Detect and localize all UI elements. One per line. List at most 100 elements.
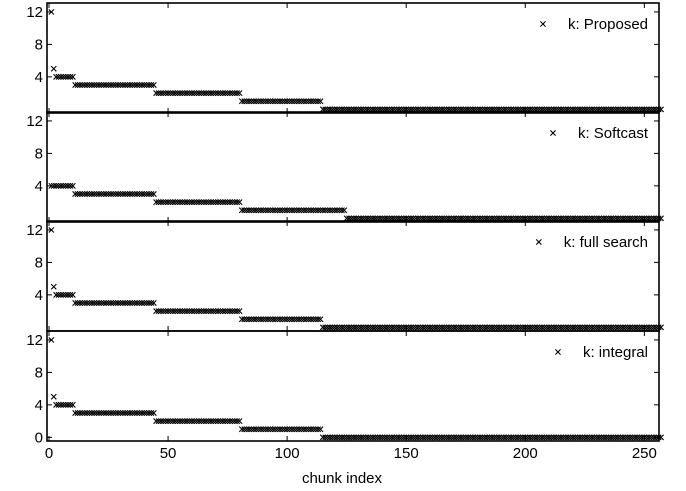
data-point: [93, 191, 100, 197]
data-point: [388, 215, 395, 222]
data-point: [100, 300, 107, 306]
data-point: [615, 434, 622, 441]
data-point: [503, 324, 510, 331]
data-point: [262, 207, 269, 214]
data-point: [658, 106, 664, 113]
data-point: [441, 434, 448, 441]
data-point: [272, 426, 279, 433]
data-point: [507, 324, 514, 331]
data-point: [386, 215, 393, 222]
data-point: [369, 434, 376, 441]
data-point: [527, 434, 534, 441]
data-point: [622, 106, 629, 113]
data-point: [584, 434, 591, 441]
data-point: [565, 215, 572, 222]
data-point: [86, 300, 93, 306]
data-point: [334, 434, 341, 441]
data-point: [610, 434, 617, 441]
data-point: [467, 324, 474, 331]
data-point: [88, 300, 95, 306]
data-point: [312, 316, 319, 323]
data-point: [486, 324, 493, 331]
data-point: [381, 106, 388, 113]
data-point: [284, 207, 291, 214]
data-point: [169, 308, 176, 315]
data-point: [448, 434, 455, 441]
data-point: [198, 418, 205, 425]
data-point: [157, 90, 164, 97]
data-point: [236, 199, 243, 206]
data-point: [379, 434, 386, 441]
data-point: [303, 316, 310, 323]
data-point: [396, 106, 403, 113]
data-point: [636, 434, 643, 441]
data-point: [503, 434, 510, 441]
data-point: [622, 324, 629, 331]
data-point: [369, 106, 376, 113]
data-point: [465, 106, 472, 113]
data-point: [53, 73, 60, 80]
data-point: [157, 418, 164, 425]
data-point: [581, 324, 588, 331]
data-point: [174, 199, 181, 206]
data-point: [310, 207, 317, 214]
data-point: [624, 106, 631, 113]
data-point: [543, 215, 550, 222]
data-point: [105, 410, 112, 416]
data-point: [512, 324, 519, 331]
data-point: [153, 199, 160, 206]
data-point: [48, 226, 55, 233]
data-point: [484, 324, 491, 331]
y-tick-label: 12: [26, 4, 43, 21]
data-point: [427, 324, 434, 331]
legend-label: k: integral: [583, 344, 648, 361]
data-point: [393, 215, 400, 222]
data-point: [69, 401, 76, 408]
data-point: [217, 90, 224, 97]
data-point: [384, 215, 391, 222]
data-point: [72, 82, 79, 88]
data-point: [336, 434, 343, 441]
data-point: [327, 434, 333, 441]
data-point: [469, 324, 476, 331]
data-point: [72, 410, 79, 416]
data-point: [553, 434, 560, 441]
data-point: [636, 106, 643, 113]
data-point: [62, 401, 69, 408]
data-point: [543, 106, 550, 113]
data-point: [374, 324, 381, 331]
data-point: [286, 98, 293, 105]
data-point: [93, 82, 100, 88]
data-point: [310, 426, 317, 433]
data-point: [246, 426, 253, 433]
data-point: [605, 215, 612, 222]
data-point: [584, 215, 591, 222]
data-point: [472, 106, 479, 113]
data-point: [67, 401, 74, 408]
data-point: [519, 324, 526, 331]
data-point: [255, 207, 262, 214]
data-point: [246, 316, 253, 323]
data-point: [134, 191, 141, 197]
data-point: [246, 98, 253, 105]
data-point: [510, 215, 517, 222]
data-point: [224, 308, 231, 315]
data-point: [150, 191, 157, 197]
data-point: [319, 434, 326, 441]
data-point: [165, 199, 172, 206]
data-point: [272, 207, 279, 214]
data-point: [586, 215, 593, 222]
data-point: [98, 300, 105, 306]
data-point: [262, 316, 269, 323]
data-point: [377, 324, 383, 331]
data-point: [146, 191, 153, 197]
data-point: [474, 215, 481, 222]
data-point: [317, 316, 324, 323]
data-point: [76, 410, 83, 416]
data-point: [400, 215, 407, 222]
data-point: [96, 410, 102, 416]
data-point: [215, 418, 222, 425]
data-point: [300, 426, 307, 433]
data-point: [338, 106, 345, 113]
data-point: [162, 308, 169, 315]
